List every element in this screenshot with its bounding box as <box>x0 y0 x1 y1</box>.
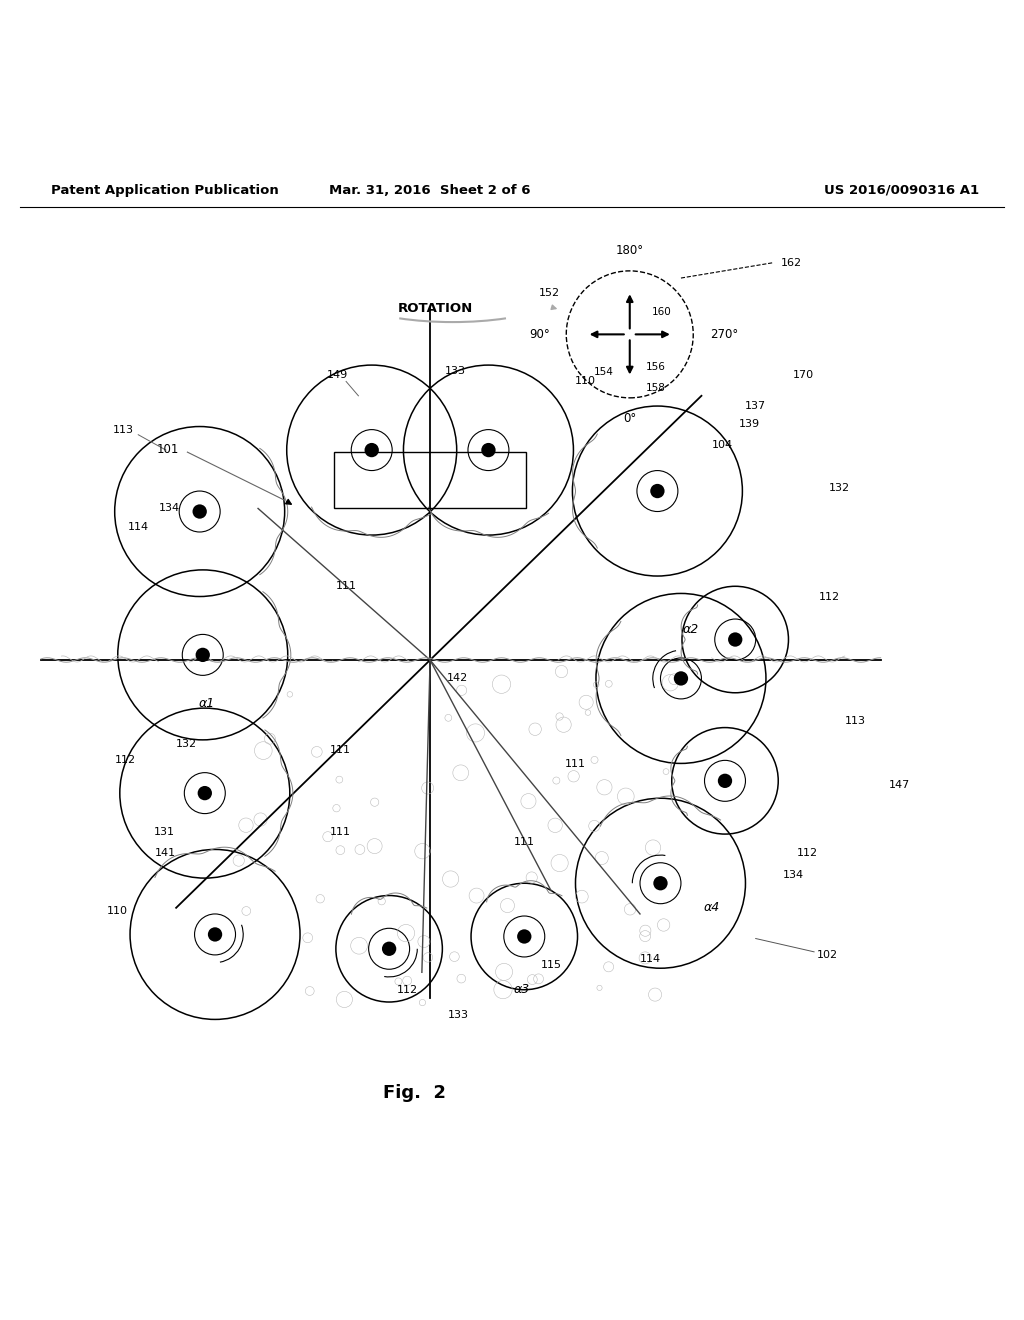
Text: 111: 111 <box>330 828 350 837</box>
Circle shape <box>481 444 496 457</box>
Circle shape <box>650 484 665 498</box>
Text: 270°: 270° <box>710 327 738 341</box>
Text: 160: 160 <box>652 306 672 317</box>
Text: 111: 111 <box>330 744 350 755</box>
Text: 131: 131 <box>154 828 174 837</box>
Text: 141: 141 <box>156 847 176 858</box>
Text: α2: α2 <box>683 623 699 636</box>
Circle shape <box>208 927 222 941</box>
Text: 114: 114 <box>640 954 660 964</box>
Text: 132: 132 <box>176 739 197 748</box>
Text: 142: 142 <box>446 673 468 684</box>
Text: 104: 104 <box>712 440 732 450</box>
Text: 170: 170 <box>794 371 814 380</box>
Text: 162: 162 <box>781 257 803 268</box>
Text: Fig.  2: Fig. 2 <box>383 1084 446 1102</box>
Text: 114: 114 <box>128 521 148 532</box>
Text: 156: 156 <box>646 362 666 372</box>
Circle shape <box>653 876 668 891</box>
Text: 112: 112 <box>797 847 817 858</box>
Text: 111: 111 <box>565 759 586 770</box>
Text: 133: 133 <box>445 366 466 376</box>
Text: 154: 154 <box>594 367 613 378</box>
Text: α3: α3 <box>514 983 530 997</box>
Text: 139: 139 <box>739 420 760 429</box>
Circle shape <box>196 648 210 663</box>
Circle shape <box>674 672 688 685</box>
Text: 110: 110 <box>108 906 128 916</box>
Circle shape <box>728 632 742 647</box>
Text: 101: 101 <box>157 442 179 455</box>
Circle shape <box>193 504 207 519</box>
Text: 134: 134 <box>159 503 179 513</box>
Text: α4: α4 <box>703 902 720 915</box>
Text: 111: 111 <box>514 837 535 847</box>
Text: 0°: 0° <box>624 412 636 425</box>
Text: 149: 149 <box>328 371 348 380</box>
Text: ROTATION: ROTATION <box>397 302 473 315</box>
Text: 134: 134 <box>783 870 804 880</box>
Circle shape <box>198 785 212 800</box>
Text: 115: 115 <box>541 960 561 970</box>
Text: Mar. 31, 2016  Sheet 2 of 6: Mar. 31, 2016 Sheet 2 of 6 <box>330 183 530 197</box>
Text: 158: 158 <box>646 383 666 392</box>
Text: 112: 112 <box>397 985 418 995</box>
Circle shape <box>718 774 732 788</box>
Text: 180°: 180° <box>615 244 644 257</box>
Text: 112: 112 <box>115 755 135 766</box>
Text: 113: 113 <box>113 425 133 434</box>
Text: 137: 137 <box>745 401 766 411</box>
Text: 111: 111 <box>336 581 356 591</box>
Text: 152: 152 <box>539 288 560 298</box>
Circle shape <box>517 929 531 944</box>
Text: 112: 112 <box>819 591 840 602</box>
Text: US 2016/0090316 A1: US 2016/0090316 A1 <box>823 183 979 197</box>
Text: 147: 147 <box>889 780 909 789</box>
Text: Patent Application Publication: Patent Application Publication <box>51 183 279 197</box>
Text: 132: 132 <box>829 483 850 492</box>
Circle shape <box>365 444 379 457</box>
Text: α1: α1 <box>199 697 215 710</box>
Text: 90°: 90° <box>529 327 550 341</box>
Bar <box>334 453 526 508</box>
Text: 133: 133 <box>449 1010 469 1020</box>
Text: 113: 113 <box>845 717 865 726</box>
Text: 110: 110 <box>575 376 596 387</box>
Text: 102: 102 <box>817 950 838 960</box>
Circle shape <box>382 941 396 956</box>
